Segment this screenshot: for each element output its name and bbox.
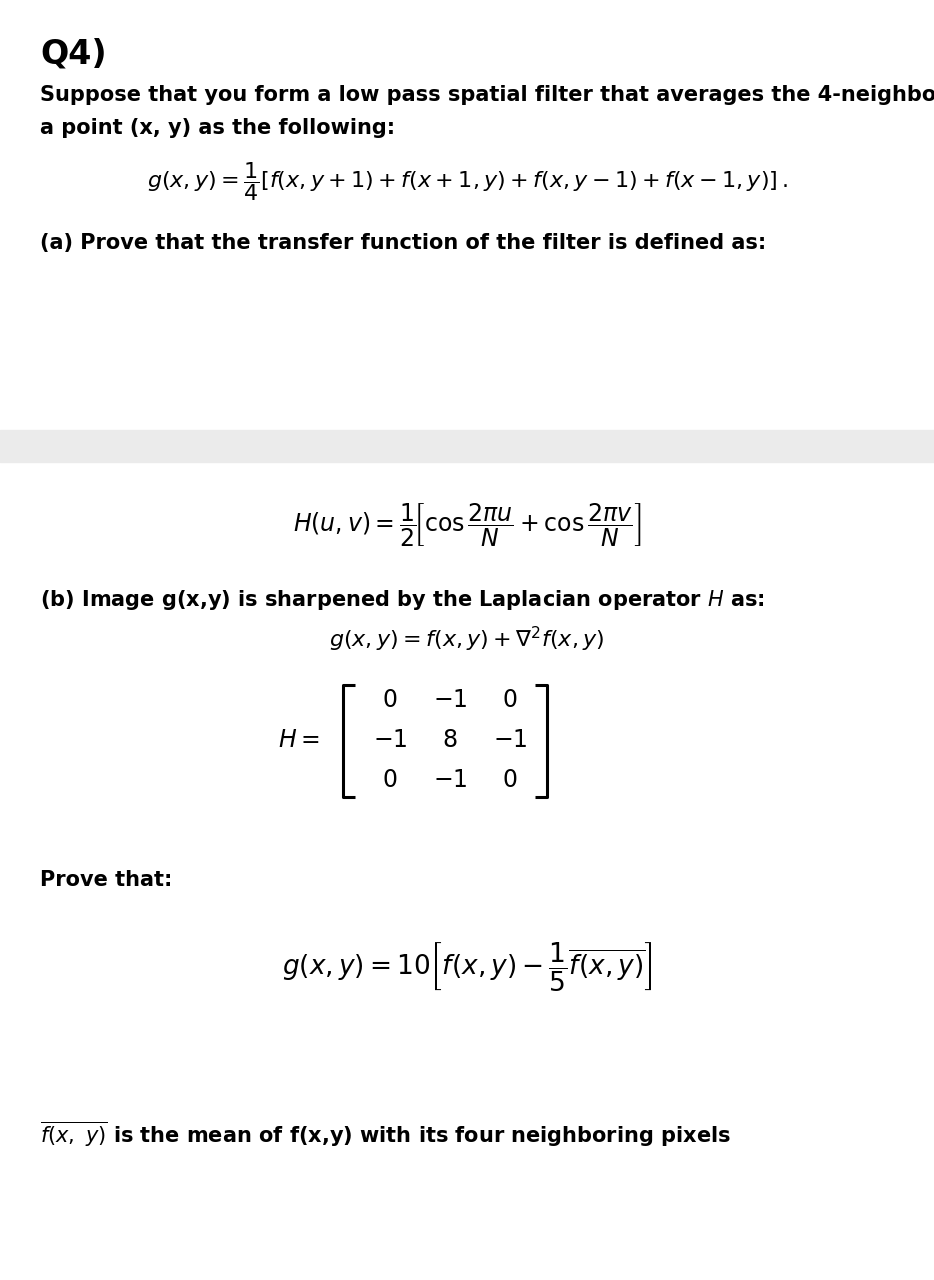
Text: $g(x, y) = 10\left[f(x, y) - \dfrac{1}{5}\overline{f(x, y)}\right]$: $g(x, y) = 10\left[f(x, y) - \dfrac{1}{5… <box>282 940 652 993</box>
Text: (b) Image g(x,y) is sharpened by the Laplacian operator $H$ as:: (b) Image g(x,y) is sharpened by the Lap… <box>40 588 765 612</box>
Text: $0$: $0$ <box>382 768 398 792</box>
Text: Suppose that you form a low pass spatial filter that averages the 4-neighbors of: Suppose that you form a low pass spatial… <box>40 84 934 105</box>
Text: Prove that:: Prove that: <box>40 870 173 890</box>
Text: $0$: $0$ <box>502 768 517 792</box>
Text: $\overline{f(x,\ y)}$ is the mean of f(x,y) with its four neighboring pixels: $\overline{f(x,\ y)}$ is the mean of f(x… <box>40 1120 730 1149</box>
Text: $g(x,y)=f(x,y)+\nabla^2f(x,y)$: $g(x,y)=f(x,y)+\nabla^2f(x,y)$ <box>330 625 604 654</box>
Text: $-1$: $-1$ <box>373 728 407 751</box>
Text: $-1$: $-1$ <box>432 768 467 792</box>
Text: $-1$: $-1$ <box>493 728 528 751</box>
Text: Q4): Q4) <box>40 38 106 70</box>
Text: $0$: $0$ <box>382 689 398 712</box>
Text: $-1$: $-1$ <box>432 689 467 712</box>
Text: $8$: $8$ <box>443 728 458 751</box>
Text: a point (x, y) as the following:: a point (x, y) as the following: <box>40 118 395 138</box>
Text: $0$: $0$ <box>502 689 517 712</box>
Text: $H(u, v) = \dfrac{1}{2}\!\left[\cos\dfrac{2\pi u}{N} + \cos\dfrac{2\pi v}{N}\rig: $H(u, v) = \dfrac{1}{2}\!\left[\cos\dfra… <box>292 502 642 549</box>
Text: $H = $: $H = $ <box>278 728 320 751</box>
Text: (a) Prove that the transfer function of the filter is defined as:: (a) Prove that the transfer function of … <box>40 233 766 253</box>
Text: $g(x, y) = \dfrac{1}{4}[f(x, y + 1) + f(x + 1, y) + f(x, y - 1) + f(x - 1, y)]\,: $g(x, y) = \dfrac{1}{4}[f(x, y + 1) + f(… <box>147 160 787 204</box>
